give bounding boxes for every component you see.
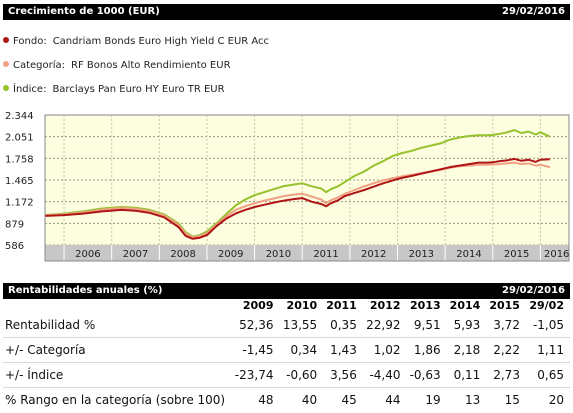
chart-title: Crecimiento de 1000 (EUR) (8, 6, 160, 17)
table-header-year: 2012 (369, 298, 401, 312)
table-cell: 45 (323, 387, 363, 412)
legend-category-name: RF Bonos Alto Rendimiento EUR (71, 60, 231, 71)
table-cell: 0,65 (525, 362, 570, 388)
table-cell: 3,72 (493, 318, 520, 332)
table-cell: -1,45 (231, 337, 280, 363)
y-tick-label: 586 (5, 241, 24, 252)
table-cell: 0,11 (446, 362, 487, 388)
legend-item-fondo: Fondo: Candriam Bonds Euro High Yield C E… (3, 35, 269, 49)
growth-chart: 2.344 2.051 1.758 1.465 1.172 879 586 2006 2007 2… (5, 111, 570, 262)
table-header-year: 2013 (410, 298, 441, 312)
table-header-blank (3, 297, 231, 313)
x-tick-label: 2010 (266, 249, 291, 260)
table-cell: 9,51 (413, 318, 441, 332)
table-row: % Rango en la categoría (sobre 100) 48 4… (3, 387, 570, 412)
legend-item-categoria: Categoría: RF Bonos Alto Rendimiento EUR (3, 59, 231, 73)
series-line-fondo (44, 157, 550, 240)
legend-category-label: Fondo: (13, 36, 47, 47)
table-header-year: 2015 (489, 298, 520, 312)
fondo-dot-icon (3, 37, 9, 43)
table-cell: -0,60 (279, 362, 324, 388)
table-header-year: 2014 (449, 298, 481, 312)
table-cell: 0,35 (330, 318, 357, 332)
x-tick-label: 2015 (504, 249, 529, 260)
chart-date: 29/02/2016 (502, 6, 565, 17)
table-header-year: 2011 (326, 298, 357, 312)
x-tick-label: 2009 (218, 249, 243, 260)
table-cell: 48 (231, 387, 280, 412)
legend-category-label: Índice: (13, 84, 47, 95)
table-cell: 20 (525, 387, 570, 412)
table-row: Rentabilidad % 52,36 13,55 0,35 22,92 9,… (3, 313, 570, 338)
returns-date: 29/02/2016 (502, 285, 565, 296)
table-cell: 3,56 (323, 362, 363, 388)
table-cell: 1,86 (406, 337, 447, 363)
table-header-year: 2010 (286, 298, 318, 312)
table-cell: 22,92 (366, 318, 401, 332)
table-cell: 1,43 (323, 337, 363, 363)
categoria-dot-icon (3, 61, 9, 67)
row-label: +/- Índice (3, 362, 232, 388)
table-cell: 19 (406, 387, 447, 412)
x-tick-label: 2014 (456, 249, 481, 260)
table-cell: -4,40 (362, 362, 407, 388)
legend-item-indice: Índice: Barclays Pan Euro HY Euro TR EUR (3, 83, 225, 97)
plot-border (44, 114, 570, 262)
y-tick-label: 2.344 (5, 111, 34, 122)
legend-fund-name: Candriam Bonds Euro High Yield C EUR Acc (52, 36, 270, 47)
returns-title-bar: Rentabilidades anuales (%) 29/02/2016 (3, 283, 570, 299)
table-cell: 1,02 (362, 337, 407, 363)
returns-title: Rentabilidades anuales (%) (8, 285, 163, 296)
y-tick-label: 1.465 (5, 176, 34, 187)
legend-category-label: Categoría: (13, 60, 66, 71)
x-tick-label: 2013 (409, 249, 434, 260)
x-axis-band (45, 245, 569, 261)
table-cell: 13 (446, 387, 487, 412)
table-cell: 40 (279, 387, 324, 412)
x-tick-label: 2012 (361, 249, 386, 260)
table-cell: 0,34 (279, 337, 324, 363)
row-label: Rentabilidad % (5, 318, 96, 332)
chart-title-bar: Crecimiento de 1000 (EUR) 29/02/2016 (3, 4, 570, 20)
y-tick-label: 1.758 (5, 154, 34, 165)
table-cell: 5,93 (453, 318, 481, 332)
table-cell: 52,36 (239, 318, 274, 332)
indice-dot-icon (3, 85, 9, 91)
legend-index-name: Barclays Pan Euro HY Euro TR EUR (52, 84, 225, 95)
annual-returns-table: 2009 2010 2011 2012 2013 2014 2015 29/02… (3, 297, 570, 412)
row-label: +/- Categoría (3, 337, 232, 363)
table-row: +/- Categoría -1,45 0,34 1,43 1,02 1,86 … (3, 337, 570, 363)
y-tick-label: 879 (5, 219, 24, 230)
x-tick-label: 2006 (75, 249, 100, 260)
table-header-year: 29/02 (529, 298, 564, 312)
table-cell: -0,63 (406, 362, 447, 388)
table-cell: 2,22 (486, 337, 526, 363)
table-row: +/- Índice -23,74 -0,60 3,56 -4,40 -0,63… (3, 362, 570, 388)
table-cell: -1,05 (532, 318, 564, 332)
table-cell: -23,74 (231, 362, 280, 388)
x-tick-label: 2007 (123, 249, 148, 260)
row-label: % Rango en la categoría (sobre 100) (3, 387, 232, 412)
x-tick-label: 2008 (170, 249, 195, 260)
table-header-year: 2009 (242, 298, 274, 312)
table-cell: 2,18 (446, 337, 487, 363)
table-cell: 13,55 (282, 318, 318, 332)
table-cell: 1,11 (525, 337, 570, 363)
x-tick-label: 2016 (544, 249, 569, 260)
table-cell: 15 (486, 387, 526, 412)
table-cell: 44 (362, 387, 407, 412)
series-line-categora (44, 161, 551, 239)
x-tick-label: 2011 (313, 249, 338, 260)
y-tick-label: 1.172 (5, 198, 34, 209)
table-cell: 2,73 (486, 362, 526, 388)
y-tick-label: 2.051 (5, 133, 34, 144)
table-header-row: 2009 2010 2011 2012 2013 2014 2015 29/02 (3, 297, 570, 313)
